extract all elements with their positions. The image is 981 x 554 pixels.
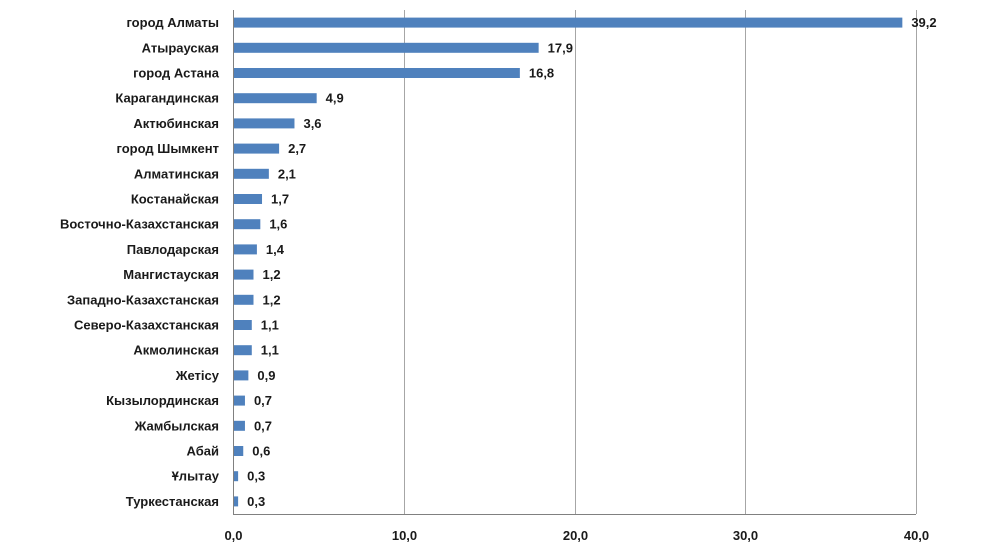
category-label: город Алматы: [126, 15, 219, 30]
bar: [234, 496, 239, 507]
bar: [234, 143, 280, 154]
bar: [234, 244, 257, 255]
category-label: Восточно-Казахстанская: [60, 217, 219, 232]
category-label: Костанайская: [131, 192, 219, 207]
data-label: 1,7: [271, 192, 289, 207]
data-label: 16,8: [529, 66, 554, 81]
data-label: 2,1: [278, 166, 296, 181]
data-label: 1,1: [261, 318, 279, 333]
labels: 0,0 10,0 20,0 30,0 40,0 город Алматы 39,2 Атыра…: [60, 15, 937, 543]
gridlines: [404, 10, 917, 514]
x-tick-label: 0,0: [224, 528, 242, 543]
data-label: 0,7: [254, 393, 272, 408]
category-label: Жетісу: [175, 368, 220, 383]
data-label: 0,3: [247, 469, 265, 484]
data-label: 0,9: [257, 368, 275, 383]
data-label: 1,6: [269, 217, 287, 232]
x-tick-label: 10,0: [392, 528, 417, 543]
category-label: Карагандинская: [115, 91, 219, 106]
category-label: Павлодарская: [127, 242, 219, 257]
bar: [234, 68, 520, 78]
bar: [234, 194, 263, 204]
bar: [234, 420, 245, 431]
category-label: Ұлытау: [172, 469, 220, 484]
category-label: Атырауская: [142, 40, 219, 55]
data-label: 2,7: [288, 141, 306, 156]
category-label: город Астана: [133, 66, 220, 81]
data-label: 0,7: [254, 418, 272, 433]
category-label: Абай: [187, 444, 219, 459]
category-label: Туркестанская: [126, 494, 219, 509]
category-label: город Шымкент: [117, 141, 220, 156]
data-label: 1,2: [262, 267, 280, 282]
bar: [234, 42, 539, 53]
bar: [234, 17, 903, 28]
bar: [234, 446, 244, 456]
x-tick-label: 40,0: [904, 528, 929, 543]
bars: [234, 17, 903, 507]
data-label: 1,4: [266, 242, 285, 257]
x-tick-label: 20,0: [563, 528, 588, 543]
data-label: 17,9: [548, 40, 573, 55]
data-label: 1,2: [262, 292, 280, 307]
category-label: Алматинская: [134, 166, 219, 181]
category-label: Актюбинская: [133, 116, 219, 131]
bar: [234, 93, 317, 104]
bar: [234, 471, 239, 482]
data-label: 0,3: [247, 494, 265, 509]
category-label: Мангистауская: [123, 267, 219, 282]
data-label: 4,9: [326, 91, 344, 106]
bar: [234, 370, 249, 381]
data-label: 0,6: [252, 444, 270, 459]
category-label: Западно-Казахстанская: [67, 292, 219, 307]
category-label: Северо-Казахстанская: [74, 318, 219, 333]
bar: [234, 294, 254, 305]
data-label: 3,6: [303, 116, 321, 131]
bar: [234, 168, 269, 179]
category-label: Кызылординская: [106, 393, 219, 408]
bar: [234, 395, 245, 406]
bar: [234, 345, 252, 356]
category-label: Акмолинская: [133, 343, 219, 358]
bar: [234, 269, 254, 280]
x-tick-label: 30,0: [733, 528, 758, 543]
category-label: Жамбылская: [134, 418, 219, 433]
bar: [234, 219, 261, 230]
axes: [233, 10, 916, 515]
bar: [234, 320, 252, 330]
bar: [234, 118, 295, 129]
data-label: 1,1: [261, 343, 279, 358]
data-label: 39,2: [911, 15, 936, 30]
